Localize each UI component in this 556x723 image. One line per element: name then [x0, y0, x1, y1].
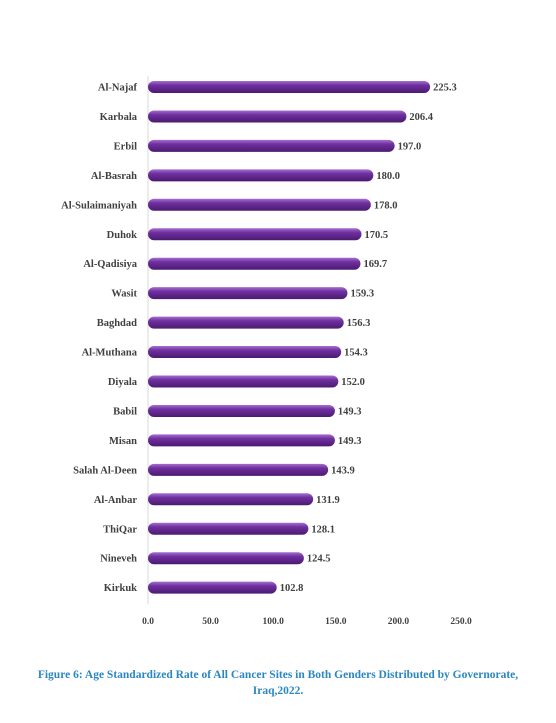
category-label: Babil	[113, 406, 137, 417]
bar-al-sulaimaniyah	[148, 198, 371, 211]
category-label: Al-Najaf	[98, 83, 138, 94]
category-label: Al-Basrah	[91, 171, 137, 182]
category-label: Al-Qadisiya	[83, 259, 137, 270]
bar-al-basrah	[148, 169, 374, 182]
x-tick-label: 0.0	[142, 617, 154, 627]
category-label: Kirkuk	[104, 583, 137, 594]
figure-caption: Figure 6: Age Standardized Rate of All C…	[37, 669, 519, 697]
bar-al-muthana	[148, 346, 342, 359]
bar-salah-al-deen	[148, 463, 329, 476]
value-label: 156.3	[347, 318, 371, 329]
value-label: 178.0	[374, 200, 398, 211]
category-label: Al-Sulaimaniyah	[61, 200, 137, 211]
x-tick-label: 200.0	[388, 617, 410, 627]
category-label: Misan	[109, 436, 137, 447]
bar-al-anbar	[148, 493, 314, 506]
bar-babil	[148, 404, 335, 417]
category-label: Nineveh	[100, 554, 137, 565]
bar-erbil	[148, 139, 395, 152]
bar-karbala	[148, 110, 407, 123]
bar-kirkuk	[148, 581, 277, 594]
bar-misan	[148, 434, 335, 447]
category-labels: Al-Najaf Karbala Erbil Al-Basrah Al-Sulaiman…	[61, 83, 138, 595]
x-tick-label: 150.0	[325, 617, 347, 627]
value-label: 131.9	[316, 495, 340, 506]
bar-wasit	[148, 287, 348, 300]
value-label: 170.5	[364, 230, 388, 241]
bar-thiqar	[148, 522, 309, 535]
value-label: 159.3	[350, 289, 374, 300]
bar-chart: Al-Najaf Karbala Erbil Al-Basrah Al-Sulaiman…	[61, 76, 472, 627]
value-label: 149.3	[338, 436, 362, 447]
value-label: 143.9	[331, 465, 355, 476]
category-label: Erbil	[114, 141, 137, 152]
value-label: 124.5	[307, 554, 331, 565]
bar-al-qadisiya	[148, 257, 361, 270]
x-axis-ticks: 0.0 50.0 100.0 150.0 200.0 250.0	[142, 617, 472, 627]
value-label: 152.0	[341, 377, 365, 388]
category-label: Diyala	[108, 377, 138, 388]
value-label: 180.0	[376, 171, 400, 182]
category-label: Karbala	[100, 112, 138, 123]
value-label: 154.3	[344, 348, 368, 359]
value-labels: 225.3 206.4 197.0 180.0 178.0 170.5 169.7 159.3…	[280, 83, 457, 595]
category-label: Duhok	[107, 230, 138, 241]
category-label: Al-Anbar	[94, 495, 138, 506]
category-label: Al-Muthana	[82, 348, 138, 359]
bar-nineveh	[148, 552, 304, 565]
value-label: 149.3	[338, 406, 362, 417]
x-tick-label: 250.0	[450, 617, 472, 627]
bar-baghdad	[148, 316, 344, 329]
bar-al-najaf	[148, 81, 431, 93]
category-label: Wasit	[111, 289, 137, 300]
value-label: 102.8	[280, 583, 304, 594]
category-label: ThiQar	[103, 524, 137, 535]
bars-group	[148, 81, 431, 594]
x-tick-label: 50.0	[202, 617, 219, 627]
category-label: Salah Al-Deen	[73, 465, 137, 476]
value-label: 169.7	[363, 259, 387, 270]
value-label: 128.1	[311, 524, 335, 535]
category-label: Baghdad	[97, 318, 137, 329]
bar-duhok	[148, 228, 362, 241]
x-tick-label: 100.0	[263, 617, 285, 627]
bar-diyala	[148, 375, 339, 388]
value-label: 197.0	[398, 141, 422, 152]
value-label: 225.3	[433, 83, 457, 94]
value-label: 206.4	[409, 112, 433, 123]
